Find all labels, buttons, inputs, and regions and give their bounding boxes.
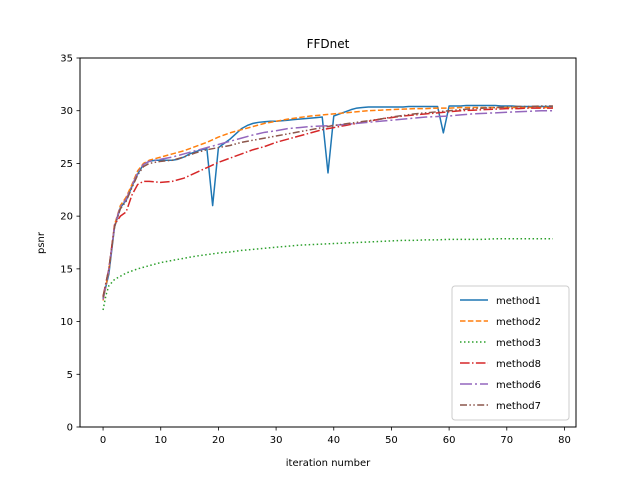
legend-label-method2: method2 xyxy=(496,317,541,328)
y-tick-label: 35 xyxy=(60,54,73,65)
x-tick-label: 50 xyxy=(385,435,398,446)
x-axis: 0 10 20 30 40 50 60 70 80 xyxy=(100,427,571,446)
chart-title: FFDnet xyxy=(307,37,350,51)
plot-frame xyxy=(79,57,577,428)
x-tick-label: 10 xyxy=(154,435,167,446)
series-line-method8 xyxy=(102,107,553,297)
legend-label-method7: method7 xyxy=(496,401,541,412)
x-axis-label: iteration number xyxy=(286,458,371,469)
series-line-method2 xyxy=(102,106,553,301)
legend-label-method1: method1 xyxy=(496,296,541,307)
x-tick-label: 40 xyxy=(327,435,340,446)
legend-box xyxy=(451,285,570,421)
y-tick-label: 0 xyxy=(67,423,73,434)
x-tick-label: 70 xyxy=(500,435,513,446)
y-axis: 0 5 10 15 20 25 30 35 xyxy=(60,54,80,434)
y-tick-label: 5 xyxy=(67,370,73,381)
y-axis-label: psnr xyxy=(36,231,47,254)
x-tick-label: 0 xyxy=(100,435,106,446)
x-tick-label: 80 xyxy=(558,435,571,446)
x-tick-label: 60 xyxy=(443,435,456,446)
y-tick-label: 30 xyxy=(60,106,73,117)
legend-label-method8: method8 xyxy=(496,359,541,370)
y-tick-label: 15 xyxy=(60,264,73,275)
x-tick-label: 30 xyxy=(270,435,283,446)
series-line-method6 xyxy=(102,109,553,300)
legend-label-method3: method3 xyxy=(496,338,541,349)
y-tick-label: 10 xyxy=(60,317,73,328)
series-line-method7 xyxy=(102,105,553,298)
y-tick-label: 20 xyxy=(60,212,73,223)
legend-label-method6: method6 xyxy=(496,380,541,391)
x-tick-label: 20 xyxy=(212,435,225,446)
series-group xyxy=(102,104,553,311)
y-tick-label: 25 xyxy=(60,159,73,170)
legend: method1 method2 method3 method8 method6 metho… xyxy=(451,285,570,421)
